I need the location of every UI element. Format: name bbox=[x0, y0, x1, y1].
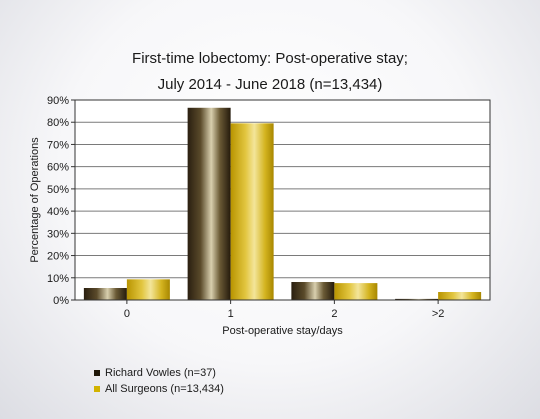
y-tick-label: 20% bbox=[47, 251, 69, 263]
y-tick-label: 80% bbox=[47, 117, 69, 129]
x-tick-label: >2 bbox=[432, 308, 445, 320]
bar-series-1-1 bbox=[187, 107, 231, 301]
legend-item-series-2: All Surgeons (n=13,434) bbox=[94, 382, 224, 396]
plot-area bbox=[75, 100, 490, 300]
legend-swatch-series-1 bbox=[94, 370, 100, 376]
legend-label-series-1: Richard Vowles (n=37) bbox=[105, 367, 216, 379]
bar-series-2-1 bbox=[230, 123, 274, 300]
legend-label-series-2: All Surgeons (n=13,434) bbox=[105, 383, 224, 395]
tick-labels: 0% 10% 20% 30% 40% 50% 60% 70% 80% 90% 0 1 2 >2 Post-o… bbox=[29, 95, 444, 337]
y-tick-label: 30% bbox=[47, 228, 69, 240]
bar-series-1-0 bbox=[83, 288, 127, 300]
y-tick-label: 70% bbox=[47, 139, 69, 151]
x-tick-label: 0 bbox=[124, 308, 130, 320]
y-tick-label: 0% bbox=[53, 295, 69, 307]
bar-series-2-3 bbox=[438, 292, 482, 300]
x-tick-label: 2 bbox=[331, 308, 337, 320]
bars bbox=[83, 107, 482, 301]
y-tick-label: 40% bbox=[47, 206, 69, 218]
legend-swatch-series-2 bbox=[94, 386, 100, 392]
chart-title: First-time lobectomy: Post-operative sta… bbox=[132, 50, 408, 67]
axes bbox=[71, 99, 491, 304]
y-tick-label: 10% bbox=[47, 273, 69, 285]
y-axis-label: Percentage of Operations bbox=[29, 137, 41, 263]
bar-series-1-3 bbox=[395, 298, 439, 300]
legend: Richard Vowles (n=37) All Surgeons (n=13… bbox=[94, 366, 224, 398]
chart-subtitle: July 2014 - June 2018 (n=13,434) bbox=[157, 76, 383, 93]
x-axis-label: Post-operative stay/days bbox=[222, 325, 343, 337]
y-tick-label: 50% bbox=[47, 184, 69, 196]
bar-series-2-2 bbox=[334, 283, 378, 300]
y-tick-label: 60% bbox=[47, 162, 69, 174]
plot-frame bbox=[74, 99, 491, 301]
gridlines bbox=[75, 99, 490, 300]
legend-item-series-1: Richard Vowles (n=37) bbox=[94, 366, 224, 380]
x-tick-label: 1 bbox=[228, 308, 234, 320]
bar-series-2-0 bbox=[126, 279, 170, 300]
bar-series-1-2 bbox=[291, 282, 335, 300]
y-tick-label: 90% bbox=[47, 95, 69, 107]
